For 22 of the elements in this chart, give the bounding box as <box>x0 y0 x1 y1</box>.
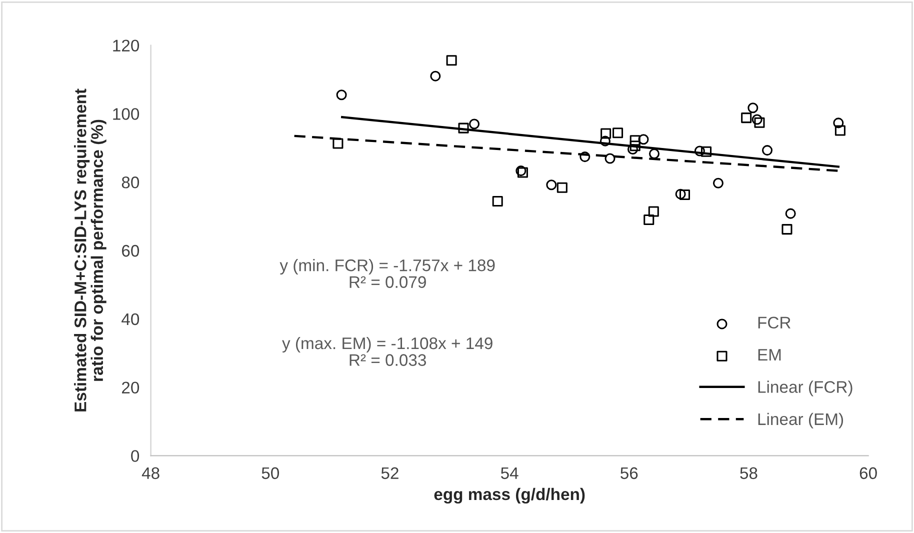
x-tick-label: 54 <box>500 467 518 480</box>
y-tick-label: 40 <box>122 313 140 326</box>
legend-label: Linear (FCR) <box>758 380 852 396</box>
y-tick-label: 80 <box>122 176 140 188</box>
legend-label: EM <box>758 349 781 361</box>
y-tick-label: 120 <box>113 40 140 52</box>
y-axis-title: Estimated SID-M+C:SID-LYS requirement ratio for optimal performance (%) <box>74 88 106 412</box>
x-tick-label: 56 <box>620 467 638 480</box>
y-tick-label: 100 <box>113 108 140 120</box>
x-tick-label: 58 <box>740 467 758 480</box>
y-tick-label: 60 <box>122 244 140 257</box>
x-tick-label: 48 <box>142 467 160 480</box>
legend-label: FCR <box>758 316 790 328</box>
annotation: y (min. FCR) = -1.757x + 189 R² = 0.079 <box>280 258 495 288</box>
annotation: y (max. EM) = -1.108x + 149 R² = 0.033 <box>282 336 492 366</box>
x-tick-label: 50 <box>262 467 280 480</box>
y-tick-label: 0 <box>131 450 140 462</box>
x-axis-title: egg mass (g/d/hen) <box>434 488 585 504</box>
y-tick-label: 20 <box>122 382 140 394</box>
legend-label: Linear (EM) <box>758 412 844 428</box>
x-tick-label: 60 <box>860 467 877 480</box>
x-tick-label: 52 <box>381 467 398 480</box>
